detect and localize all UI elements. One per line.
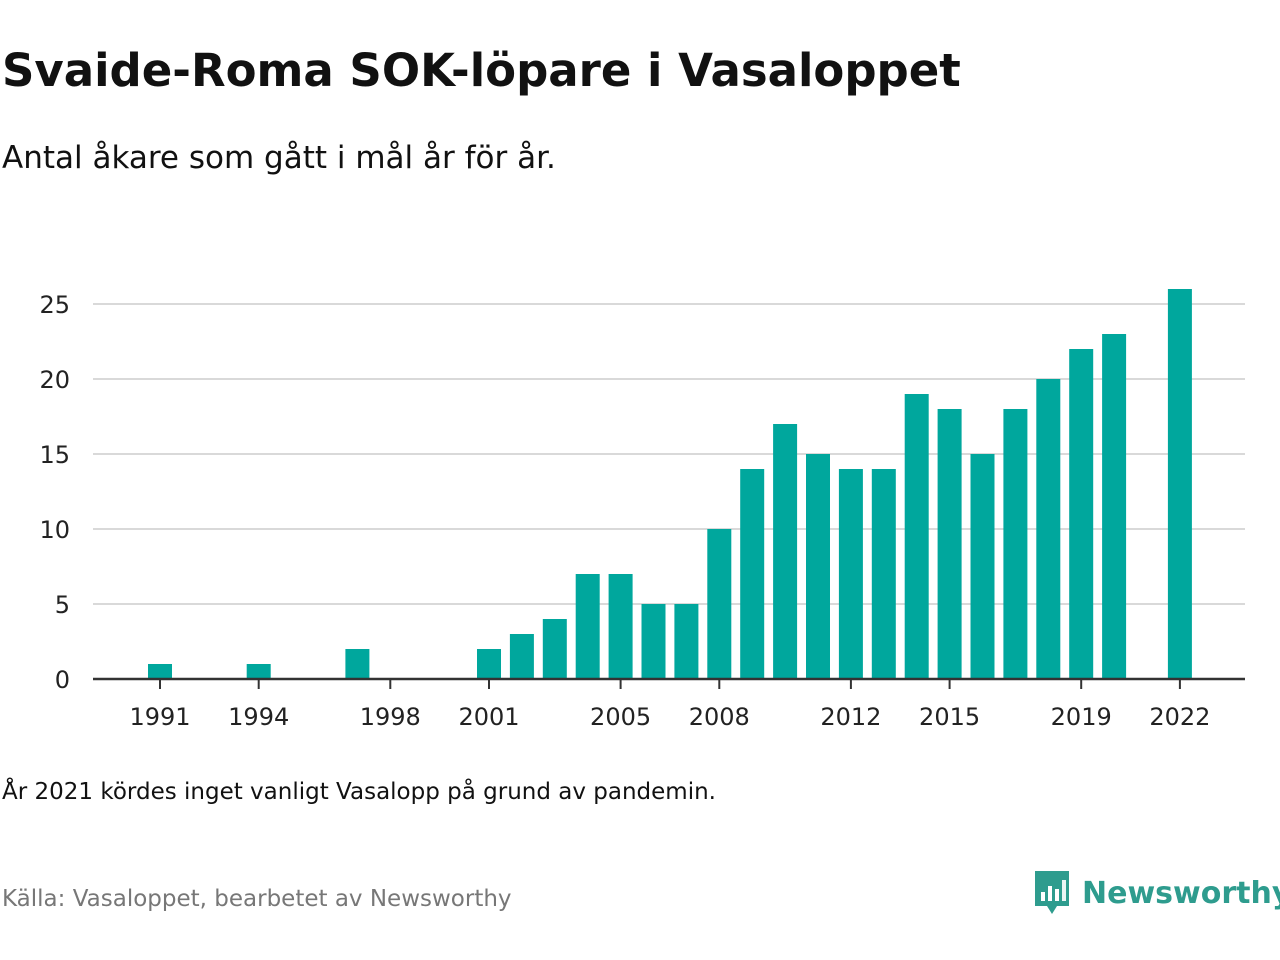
- bar-2022: [1167, 289, 1192, 679]
- bar-2008: [707, 529, 732, 679]
- y-tick-label: 25: [39, 291, 70, 319]
- chart-note: År 2021 kördes inget vanligt Vasalopp på…: [2, 779, 716, 805]
- bar-2013: [871, 469, 896, 679]
- y-tick-label: 0: [55, 666, 70, 694]
- bar-2006: [641, 604, 666, 679]
- chart-subtitle: Antal åkare som gått i mål år för år.: [2, 140, 556, 176]
- bar-1991: [148, 664, 172, 679]
- x-tick-label: 2008: [689, 703, 750, 731]
- bar-2015: [937, 409, 962, 679]
- y-tick-label: 20: [39, 366, 70, 394]
- bar-1994: [246, 664, 271, 679]
- x-tick-label: 2001: [458, 703, 519, 731]
- bar-2002: [509, 634, 534, 679]
- x-tick-label: 2005: [590, 703, 651, 731]
- bar-2017: [1003, 409, 1028, 679]
- x-tick-label: 1991: [129, 703, 190, 731]
- bar-2019: [1069, 349, 1094, 679]
- x-tick-label: 2022: [1149, 703, 1210, 731]
- x-tick-label: 1998: [360, 703, 421, 731]
- chart-title: Svaide-Roma SOK-löpare i Vasaloppet: [2, 44, 961, 97]
- bar-2014: [904, 394, 929, 679]
- bar-2020: [1102, 334, 1127, 679]
- bar-2018: [1036, 379, 1061, 679]
- bar-2001: [477, 649, 501, 679]
- y-axis-ticks: 0 5 10 15 20 25: [39, 291, 70, 694]
- x-axis-ticks: 1991 1994 1998 2001 2005 2008 2012 2015 2019 2022: [129, 679, 1210, 731]
- bar-2009: [740, 469, 765, 679]
- bars: [148, 289, 1192, 679]
- x-tick-label: 2015: [919, 703, 980, 731]
- y-tick-label: 10: [39, 516, 70, 544]
- newsworthy-logo-icon: [1035, 871, 1069, 914]
- x-tick-label: 2019: [1051, 703, 1112, 731]
- y-tick-label: 5: [55, 591, 70, 619]
- bar-2011: [806, 454, 830, 679]
- y-tick-label: 15: [39, 441, 70, 469]
- newsworthy-brand: Newsworthy: [1032, 868, 1280, 918]
- x-tick-label: 1994: [228, 703, 289, 731]
- bar-2003: [542, 619, 567, 679]
- bar-2005: [608, 574, 633, 679]
- bar-2007: [674, 604, 699, 679]
- bar-2010: [773, 424, 798, 679]
- newsworthy-brand-name: Newsworthy: [1082, 875, 1280, 911]
- bar-1997: [345, 649, 370, 679]
- x-tick-label: 2012: [820, 703, 881, 731]
- bar-2012: [838, 469, 863, 679]
- bar-2004: [575, 574, 600, 679]
- source-credit: Källa: Vasaloppet, bearbetet av Newswort…: [2, 886, 512, 912]
- bar-2016: [970, 454, 995, 679]
